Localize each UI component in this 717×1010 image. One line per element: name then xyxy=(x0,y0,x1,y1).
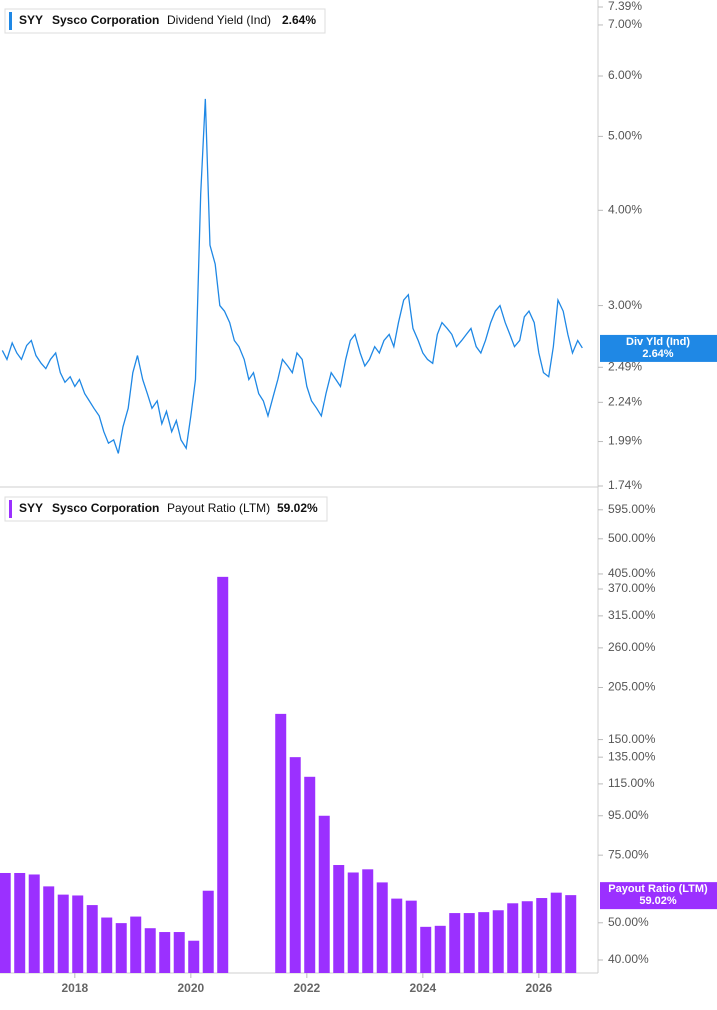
bar xyxy=(43,886,55,973)
bar xyxy=(289,757,301,973)
series-title: Payout Ratio (LTM) xyxy=(167,501,270,515)
series-title: Dividend Yield (Ind) xyxy=(167,13,271,27)
y-tick-label: 260.00% xyxy=(608,640,656,654)
y-tick-label: 1.99% xyxy=(608,434,642,448)
current-value-tag xyxy=(600,334,717,362)
y-tick-label: 75.00% xyxy=(608,847,649,861)
legend-swatch xyxy=(9,500,12,518)
y-tick-label: 40.00% xyxy=(608,952,649,966)
bar xyxy=(14,872,26,973)
y-tick-label: 315.00% xyxy=(608,608,656,622)
legend-header: SYY Sysco Corporation Dividend Yield (In… xyxy=(4,8,326,34)
bar xyxy=(362,869,374,973)
bar xyxy=(333,865,345,973)
current-value-tag xyxy=(600,882,717,910)
bar xyxy=(536,898,548,973)
line-series xyxy=(1,98,583,454)
y-tick-label: 2.49% xyxy=(608,359,642,373)
bar xyxy=(101,917,113,973)
x-tick-label: 2024 xyxy=(409,981,436,995)
bar xyxy=(275,713,287,973)
y-tick-label: 7.39% xyxy=(608,0,642,13)
legend-header: SYY Sysco Corporation Payout Ratio (LTM)… xyxy=(4,496,328,522)
current-value: 2.64% xyxy=(282,13,316,27)
y-tick-label: 50.00% xyxy=(608,915,649,929)
legend-swatch xyxy=(9,12,12,30)
bar xyxy=(28,874,40,973)
bar xyxy=(115,923,127,973)
ticker: SYY xyxy=(19,501,43,515)
y-tick-label: 7.00% xyxy=(608,17,642,31)
bar xyxy=(478,912,490,973)
bar xyxy=(376,882,388,973)
y-tick-label: 6.00% xyxy=(608,68,642,82)
bar xyxy=(347,872,359,973)
bar xyxy=(217,576,229,973)
y-tick-label: 4.00% xyxy=(608,202,642,216)
y-tick-label: 205.00% xyxy=(608,680,656,694)
x-tick-label: 2026 xyxy=(525,981,552,995)
bar xyxy=(391,898,403,973)
bar xyxy=(521,901,533,973)
bar xyxy=(420,926,432,973)
bar xyxy=(0,872,11,973)
bar xyxy=(86,905,98,973)
y-tick-label: 3.00% xyxy=(608,298,642,312)
y-tick-label: 2.24% xyxy=(608,395,642,409)
company: Sysco Corporation xyxy=(52,13,159,27)
bar xyxy=(405,900,417,973)
bar xyxy=(202,890,214,973)
y-tick-label: 115.00% xyxy=(608,776,655,790)
legend-box xyxy=(4,8,326,34)
x-tick-label: 2018 xyxy=(61,981,88,995)
bar xyxy=(507,903,519,973)
bar xyxy=(144,928,156,973)
bar xyxy=(72,895,84,973)
y-tick-label: 135.00% xyxy=(608,749,656,763)
bar xyxy=(550,892,562,973)
y-tick-label: 405.00% xyxy=(608,566,656,580)
bar xyxy=(159,932,171,973)
bar xyxy=(130,916,142,973)
x-tick-label: 2020 xyxy=(177,981,204,995)
y-tick-label: 95.00% xyxy=(608,808,649,822)
y-tick-label: 595.00% xyxy=(608,502,656,516)
bar xyxy=(173,932,185,973)
current-value: 59.02% xyxy=(277,501,318,515)
tag-value: 2.64% xyxy=(642,348,673,360)
y-tick-label: 370.00% xyxy=(608,581,656,595)
y-tick-label: 150.00% xyxy=(608,732,656,746)
ticker: SYY xyxy=(19,13,43,27)
y-tick-label: 1.74% xyxy=(608,478,642,492)
y-tick-label: 5.00% xyxy=(608,129,642,143)
tag-value: 59.02% xyxy=(639,895,677,907)
bar xyxy=(565,895,577,973)
company: Sysco Corporation xyxy=(52,501,159,515)
bar xyxy=(434,925,446,973)
bar xyxy=(449,913,461,973)
bar xyxy=(318,815,330,973)
bar xyxy=(304,776,316,973)
y-tick-label: 500.00% xyxy=(608,531,656,545)
x-tick-label: 2022 xyxy=(293,981,320,995)
bar xyxy=(492,910,504,973)
tag-name: Div Yld (Ind) xyxy=(626,336,690,348)
legend-box xyxy=(4,496,328,522)
tag-name: Payout Ratio (LTM) xyxy=(608,883,708,895)
bar xyxy=(57,894,69,973)
bar xyxy=(463,913,475,973)
bar xyxy=(188,940,200,973)
